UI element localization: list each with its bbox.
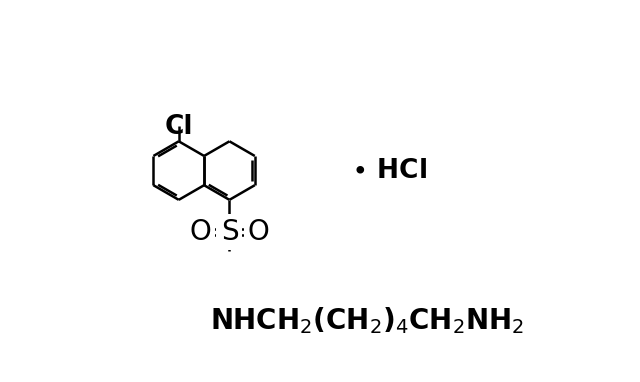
Text: NHCH$_2$(CH$_2$)$_4$CH$_2$NH$_2$: NHCH$_2$(CH$_2$)$_4$CH$_2$NH$_2$	[209, 305, 524, 336]
Text: Cl: Cl	[164, 113, 193, 139]
Text: O: O	[189, 218, 211, 246]
Text: $\bullet$ HCl: $\bullet$ HCl	[351, 158, 427, 184]
Text: O: O	[248, 218, 269, 246]
Text: S: S	[221, 218, 238, 246]
